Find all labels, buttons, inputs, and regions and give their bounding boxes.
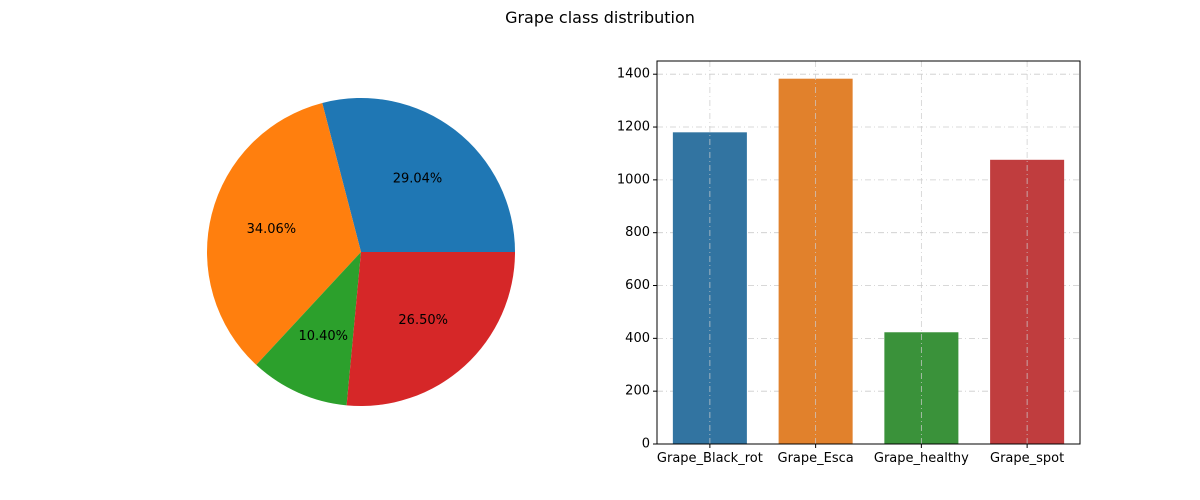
- y-tick-label-200: 200: [625, 384, 650, 399]
- pie-slice-grape-spot: [346, 252, 515, 406]
- pie-slices: [206, 98, 515, 406]
- y-tick-label-0: 0: [642, 437, 650, 452]
- pie-label-grape-healthy: 10.40%: [298, 329, 348, 344]
- pie-label-grape-black-rot: 29.04%: [393, 171, 443, 186]
- plot-frame: [656, 60, 1081, 445]
- pie-label-grape-spot: 26.50%: [398, 313, 448, 328]
- bar-grid-vertical: [709, 61, 1028, 444]
- y-tick-label-1000: 1000: [617, 172, 650, 187]
- y-tick-label-1400: 1400: [617, 67, 650, 82]
- y-tick-label-400: 400: [625, 331, 650, 346]
- pie-slice-grape-black-rot: [322, 98, 515, 253]
- y-tick-label-800: 800: [625, 225, 650, 240]
- pie-labels: 29.04% 34.06% 10.40% 26.50%: [247, 171, 448, 343]
- y-tick-label-1200: 1200: [617, 120, 650, 135]
- x-tick-label-grape-healthy: Grape_healthy: [874, 451, 969, 466]
- x-axis-ticks: Grape_Black_rot Grape_Esca Grape_healthy Gr…: [657, 444, 1064, 466]
- y-tick-label-600: 600: [625, 278, 650, 293]
- figure-title: Grape class distribution: [505, 8, 695, 27]
- y-axis-ticks: 0 200 400 600 800 1000 1200 1400: [617, 67, 657, 452]
- x-tick-label-grape-esca: Grape_Esca: [778, 451, 854, 466]
- pie-slice-grape-esca: [206, 102, 361, 365]
- x-tick-label-grape-spot: Grape_spot: [990, 451, 1064, 466]
- bar-bars: [672, 78, 1065, 445]
- pie-slice-grape-healthy: [256, 252, 361, 406]
- bar-grape-black-rot: [672, 132, 747, 444]
- x-tick-label-grape-black-rot: Grape_Black_rot: [657, 451, 763, 466]
- pie-label-grape-esca: 34.06%: [247, 222, 297, 237]
